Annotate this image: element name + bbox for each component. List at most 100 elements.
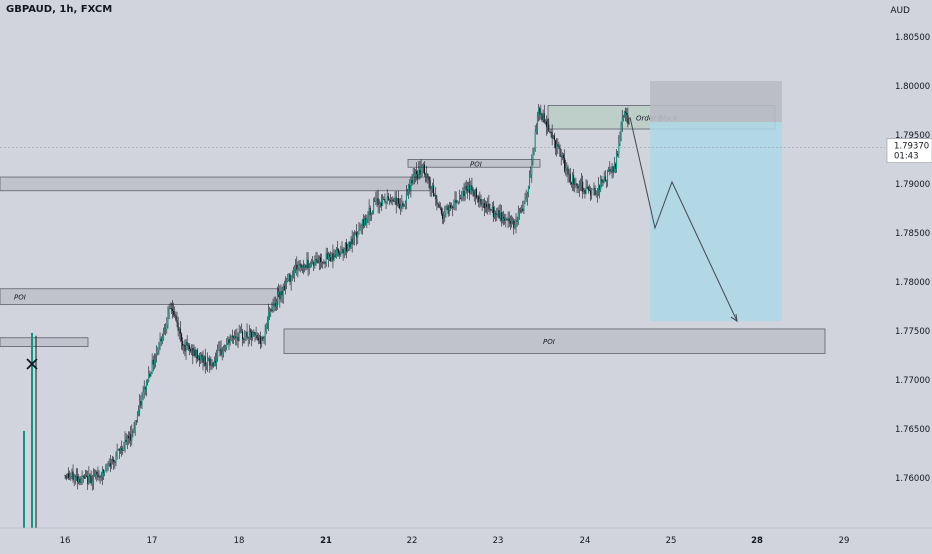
candle-body: [385, 201, 387, 203]
candle-body: [473, 191, 475, 197]
candle-body: [148, 373, 150, 382]
candle-body: [434, 195, 436, 197]
candle-body: [105, 469, 107, 471]
candle-body: [418, 169, 420, 179]
x-marker-icon[interactable]: [26, 358, 38, 370]
candle-body: [235, 336, 237, 338]
candle-body: [312, 262, 314, 264]
candle-body: [169, 308, 171, 310]
candle-body: [497, 210, 499, 215]
candle-body: [272, 306, 274, 312]
candle-body: [556, 144, 558, 149]
candle-body: [375, 198, 377, 202]
candle-body: [620, 124, 622, 139]
candle-body: [527, 186, 529, 195]
candle-body: [354, 232, 357, 235]
poi-zone[interactable]: [0, 288, 279, 305]
candle-body: [261, 337, 263, 345]
candle-body: [267, 311, 270, 323]
candle-body: [369, 208, 371, 216]
candle-body: [71, 471, 73, 477]
candle-body: [83, 476, 85, 479]
candle-body: [132, 431, 134, 433]
candle-body: [84, 475, 87, 479]
candle-body: [143, 387, 145, 393]
candle-body: [614, 164, 616, 169]
candle-body: [246, 332, 248, 337]
time-tick-label: 23: [493, 536, 504, 546]
candle-body: [179, 328, 181, 334]
candle-body: [579, 185, 581, 187]
candle-body: [299, 263, 301, 266]
time-tick-label: 17: [147, 536, 158, 546]
candle-body: [126, 435, 128, 443]
candle-body: [290, 276, 292, 282]
candle-body: [481, 204, 483, 205]
candle-body: [512, 220, 514, 222]
candle-body: [371, 210, 374, 214]
candle-body: [359, 227, 361, 229]
candle-body: [296, 264, 298, 270]
candle-body: [283, 285, 285, 291]
candle-body: [626, 113, 628, 115]
candle-body: [482, 203, 484, 205]
drawings[interactable]: [0, 117, 885, 370]
poi-zone[interactable]: [0, 176, 431, 192]
candle-body: [338, 249, 340, 253]
take-profit-zone[interactable]: [650, 122, 782, 322]
candle-body: [316, 259, 318, 263]
candle-body: [282, 285, 284, 296]
candle-body: [515, 220, 517, 225]
candle-body: [228, 339, 230, 344]
candle-body: [508, 218, 510, 222]
candle-body: [478, 196, 480, 202]
poi-zone[interactable]: [283, 328, 826, 354]
candle-body: [273, 303, 275, 307]
candle-body: [560, 156, 562, 158]
candle-body: [611, 166, 613, 172]
short-position-tool[interactable]: [650, 81, 782, 322]
candle-body: [472, 189, 474, 192]
candle-body: [201, 354, 203, 357]
candle-body: [88, 474, 90, 485]
candle-body: [430, 188, 432, 190]
candle-body: [498, 210, 500, 219]
candle-body: [149, 373, 151, 377]
price-axis[interactable]: 1.80500 1.80000 1.79500 1.79000 1.78500 1.780…: [885, 0, 932, 550]
candle-body: [186, 342, 188, 346]
candle-body: [234, 336, 236, 338]
candle-body: [538, 108, 540, 116]
candle-body: [289, 274, 291, 282]
candle-body: [597, 185, 600, 193]
candle-body: [158, 344, 160, 351]
candle-body: [458, 198, 461, 202]
candle-body: [387, 196, 389, 201]
symbol-title[interactable]: GBPAUD, 1h, FXCM: [6, 4, 113, 15]
candle-body: [445, 207, 447, 213]
price-axis-bg[interactable]: [885, 0, 932, 550]
time-tick-label: 18: [234, 536, 245, 546]
candle-body: [625, 111, 627, 114]
candle-body: [492, 206, 494, 217]
candle-body: [345, 242, 348, 252]
candle-body: [557, 144, 559, 146]
candle-body: [404, 203, 406, 207]
poi-zone[interactable]: [0, 337, 89, 347]
candle-body: [377, 198, 379, 205]
candle-body: [156, 352, 158, 355]
candle-body: [107, 464, 109, 466]
candle-body: [384, 199, 386, 202]
candle-body: [585, 187, 587, 194]
projection-path[interactable]: [629, 117, 738, 322]
candle-body: [549, 131, 551, 133]
candle-body: [394, 197, 396, 202]
time-axis[interactable]: 16 17 18 21 22 23 24 25 28 29: [0, 527, 932, 546]
candle-body: [443, 215, 445, 219]
candle-body: [374, 200, 376, 202]
stop-loss-zone[interactable]: [650, 81, 782, 123]
poi-zone[interactable]: [407, 158, 541, 168]
candle-body: [72, 471, 74, 481]
candle-body: [103, 469, 105, 474]
